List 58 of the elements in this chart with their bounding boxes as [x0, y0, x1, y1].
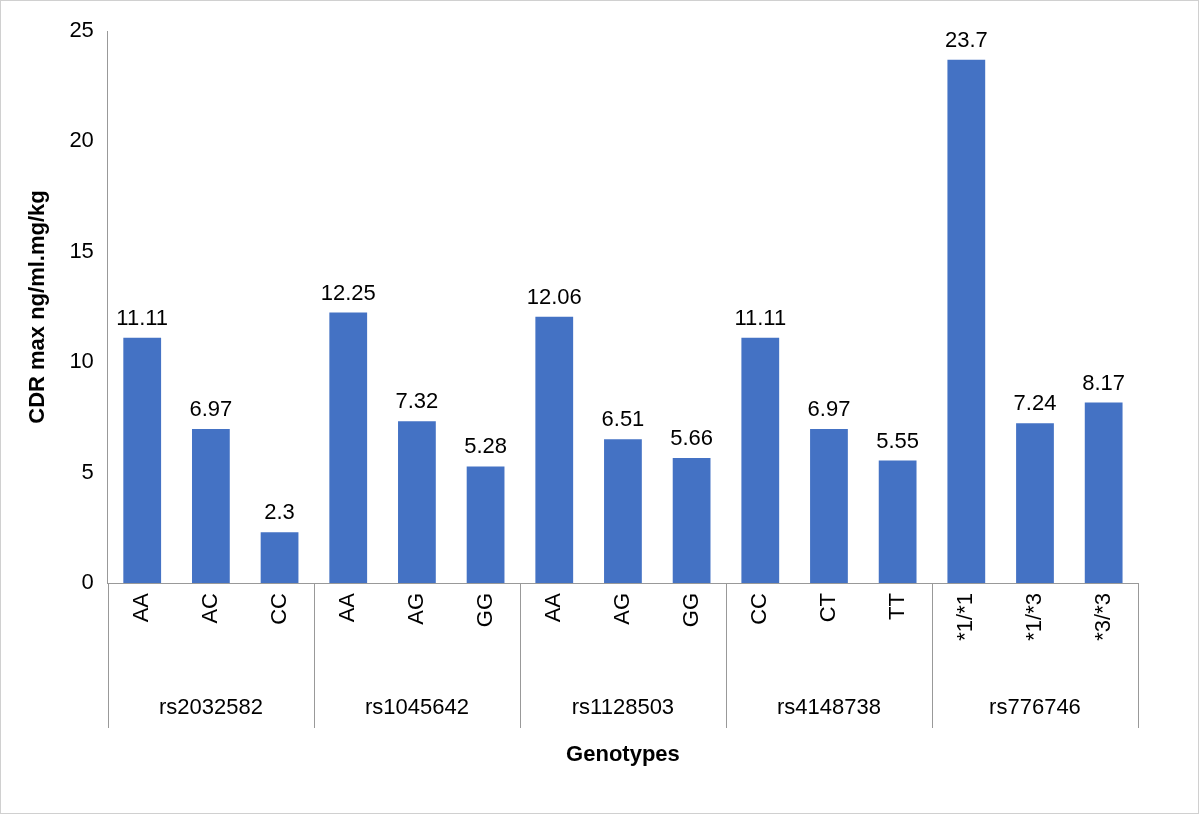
bar: [329, 312, 368, 583]
bar: [741, 337, 780, 583]
text: rs2032582: [158, 694, 263, 720]
bar: [947, 59, 986, 583]
x-tick-label: AG: [402, 593, 428, 625]
text: rs776746: [989, 694, 1081, 720]
bar: [466, 466, 505, 583]
x-axis-title: Genotypes: [566, 741, 680, 767]
data-label: 5.66: [670, 425, 714, 451]
y-tick-label: 20: [69, 127, 94, 153]
y-tick-label: 0: [81, 569, 94, 595]
y-tick-label: 25: [69, 17, 94, 43]
text: rs1045642: [364, 694, 469, 720]
bar: [192, 429, 230, 583]
x-tick-label: AC: [196, 592, 222, 624]
y-tick-label: 15: [69, 237, 94, 263]
x-tick-label: AA: [334, 592, 360, 623]
x-tick-label: AA: [540, 592, 566, 623]
x-tick-label: AA: [128, 592, 154, 623]
y-tick-label: 5: [81, 458, 94, 484]
bar: [398, 421, 436, 583]
bar: [604, 439, 642, 583]
bar: [878, 460, 917, 583]
text: rs4148738: [776, 694, 881, 720]
bar: [810, 429, 848, 583]
x-tick-label: *1/*3: [1021, 593, 1047, 641]
bar: [1016, 423, 1054, 583]
data-label: 2.3: [264, 499, 295, 525]
data-label: 6.51: [601, 406, 645, 432]
y-axis-title: CDR max ng/ml.mg/kg: [24, 190, 50, 424]
x-tick-label: *1/*1: [952, 593, 978, 641]
x-tick-label: AG: [609, 593, 634, 625]
data-label: 5.28: [464, 433, 507, 459]
data-label: 12.06: [526, 283, 582, 309]
data-label: 6.97: [807, 396, 851, 422]
x-tick-label: GG: [677, 593, 703, 628]
data-label: 8.17: [1082, 369, 1126, 395]
bar: [1084, 402, 1123, 583]
data-label: 7.32: [395, 388, 439, 414]
text: rs1128503: [571, 694, 675, 720]
data-label: 5.55: [876, 427, 920, 453]
x-tick-label: CC: [746, 592, 772, 625]
bar: [123, 337, 162, 583]
data-label: 7.24: [1013, 390, 1057, 416]
x-tick-label: *3/*3: [1089, 593, 1115, 641]
bar: [535, 316, 574, 583]
y-tick-label: 10: [69, 348, 94, 374]
data-label: 12.25: [320, 279, 376, 305]
data-label: 11.11: [116, 304, 169, 330]
x-tick-label: CT: [815, 593, 841, 623]
bar: [260, 532, 299, 583]
data-label: 11.11: [734, 304, 787, 330]
bar: [672, 458, 711, 583]
data-label: 23.7: [944, 26, 988, 52]
x-tick-label: CC: [265, 592, 291, 625]
data-label: 6.97: [189, 396, 233, 422]
x-tick-label: TT: [883, 593, 909, 620]
x-tick-label: GG: [471, 593, 497, 628]
